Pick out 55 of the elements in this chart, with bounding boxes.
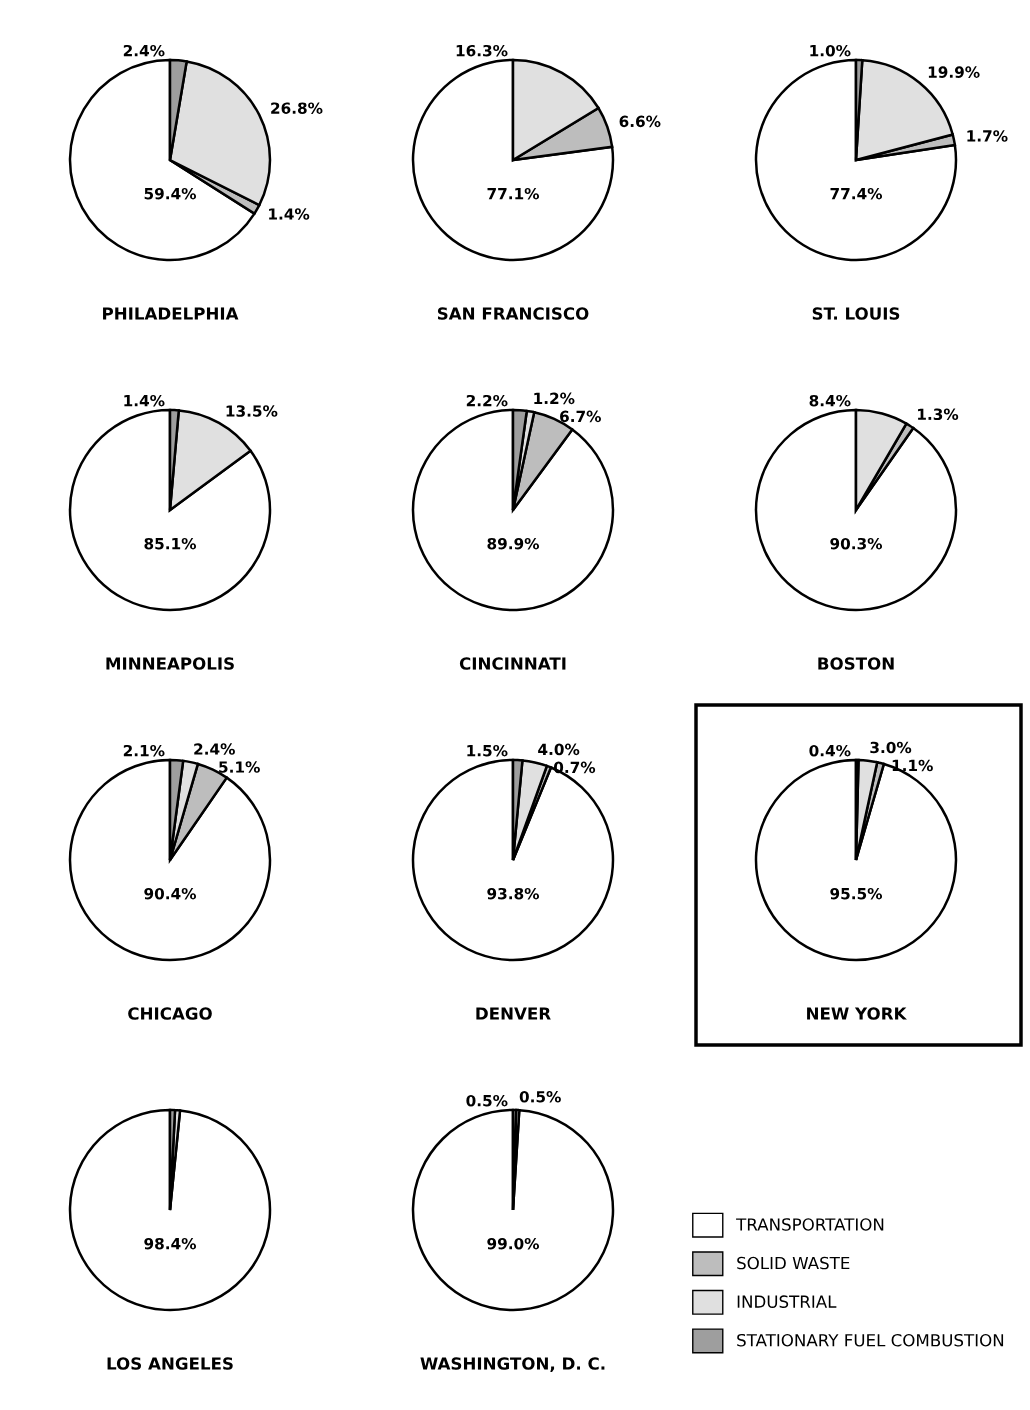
data-label: 0.7%	[553, 761, 596, 774]
pie-slice	[68, 758, 272, 962]
text: DENVER	[476, 1007, 551, 1020]
legend-label: STATIONARY FUEL COMBUSTION	[737, 1333, 1004, 1347]
data-label: 0.5%	[519, 1091, 561, 1103]
text: CINCINNATI	[459, 657, 566, 670]
pie-slice	[754, 758, 958, 962]
legend-label: TRANSPORTATION	[736, 1218, 884, 1231]
data-label: 3.0%	[870, 741, 912, 754]
text: NEW YORK	[807, 1007, 907, 1020]
text: LOS ANGELES	[107, 1357, 233, 1370]
data-label: 99.0%	[487, 1237, 540, 1250]
data-label: 2.1%	[123, 744, 165, 757]
data-label: 2.4%	[123, 44, 165, 57]
data-label: 2.2%	[466, 394, 508, 407]
data-label: 85.1%	[144, 537, 197, 550]
data-label: 1.4%	[269, 208, 310, 220]
text: CHICAGO	[128, 1007, 212, 1020]
pie-slice	[411, 408, 615, 612]
data-label: 90.4%	[144, 887, 197, 900]
data-label: 1.0%	[810, 44, 851, 57]
pie-slice	[411, 758, 615, 962]
data-label: 95.5%	[830, 887, 883, 900]
data-label: 59.4%	[144, 187, 197, 200]
data-label: 8.4%	[809, 394, 851, 407]
data-label: 77.1%	[487, 187, 540, 200]
data-label: 16.3%	[456, 44, 508, 57]
data-label: 98.4%	[144, 1237, 197, 1250]
data-label: 6.7%	[560, 410, 601, 423]
data-label: 90.3%	[830, 537, 883, 550]
data-label: 93.8%	[487, 887, 540, 900]
data-label: 89.9%	[487, 537, 540, 550]
data-label: 0.5%	[466, 1094, 508, 1107]
data-label: 5.1%	[219, 761, 260, 773]
data-label: 2.4%	[194, 743, 235, 755]
text: WASHINGTON, D. C.	[420, 1357, 605, 1372]
data-label: 0.4%	[809, 744, 851, 757]
legend-label: INDUSTRIAL	[737, 1295, 837, 1308]
data-label: 1.4%	[124, 394, 165, 407]
data-label: 1.7%	[967, 130, 1008, 142]
data-label: 19.9%	[928, 66, 980, 78]
text: ST. LOUIS	[812, 307, 900, 320]
legend-label: SOLID WASTE	[737, 1256, 850, 1270]
data-label: 1.2%	[534, 392, 575, 405]
data-label: 1.5%	[467, 744, 508, 757]
text: PHILADELPHIA	[103, 307, 239, 320]
data-label: 13.5%	[226, 405, 278, 417]
data-label: 6.6%	[619, 115, 661, 128]
text: MINNEAPOLIS	[106, 657, 234, 670]
text: BOSTON	[818, 657, 894, 670]
data-label: 26.8%	[271, 102, 323, 114]
data-label: 4.0%	[538, 743, 580, 756]
data-label: 1.3%	[918, 408, 959, 421]
data-label: 77.4%	[830, 187, 883, 200]
text: SAN FRANCISCO	[437, 307, 589, 320]
